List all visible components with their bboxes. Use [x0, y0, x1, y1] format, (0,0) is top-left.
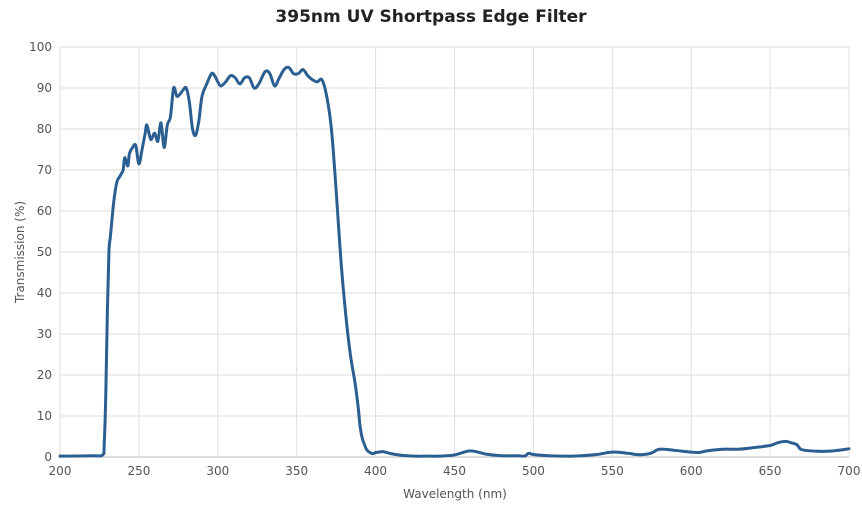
y-tick-label: 90 — [37, 81, 52, 95]
chart-title: 395nm UV Shortpass Edge Filter — [275, 7, 587, 27]
y-tick-label: 10 — [37, 409, 52, 423]
series-layer — [58, 65, 851, 458]
axes — [59, 47, 849, 458]
x-tick-label: 700 — [838, 464, 861, 478]
x-tick-label: 300 — [206, 464, 229, 478]
x-tick-label: 650 — [759, 464, 782, 478]
y-tick-label: 70 — [37, 163, 52, 177]
tick-labels: 200 250 300 350 400 450 500 550 600 650 700 0 10 20 30… — [29, 40, 860, 478]
x-axis-title: Wavelength (nm) — [403, 487, 507, 501]
y-tick-label: 20 — [37, 368, 52, 382]
grid — [59, 46, 850, 458]
x-tick-label: 350 — [285, 464, 308, 478]
y-tick-label: 80 — [37, 122, 52, 136]
y-tick-label: 40 — [37, 286, 52, 300]
y-axis-title: Transmission (%) — [13, 200, 27, 304]
x-tick-label: 250 — [127, 464, 150, 478]
x-tick-label: 600 — [680, 464, 703, 478]
x-tick-label: 550 — [601, 464, 624, 478]
x-tick-label: 500 — [522, 464, 545, 478]
y-tick-label: 50 — [37, 245, 52, 259]
x-tick-label: 450 — [443, 464, 466, 478]
x-tick-label: 200 — [49, 464, 72, 478]
y-tick-label: 30 — [37, 327, 52, 341]
y-tick-label: 100 — [29, 40, 52, 54]
transmission-series-line — [58, 65, 851, 458]
y-tick-label: 0 — [44, 450, 52, 464]
x-tick-label: 400 — [364, 464, 387, 478]
y-tick-label: 60 — [37, 204, 52, 218]
